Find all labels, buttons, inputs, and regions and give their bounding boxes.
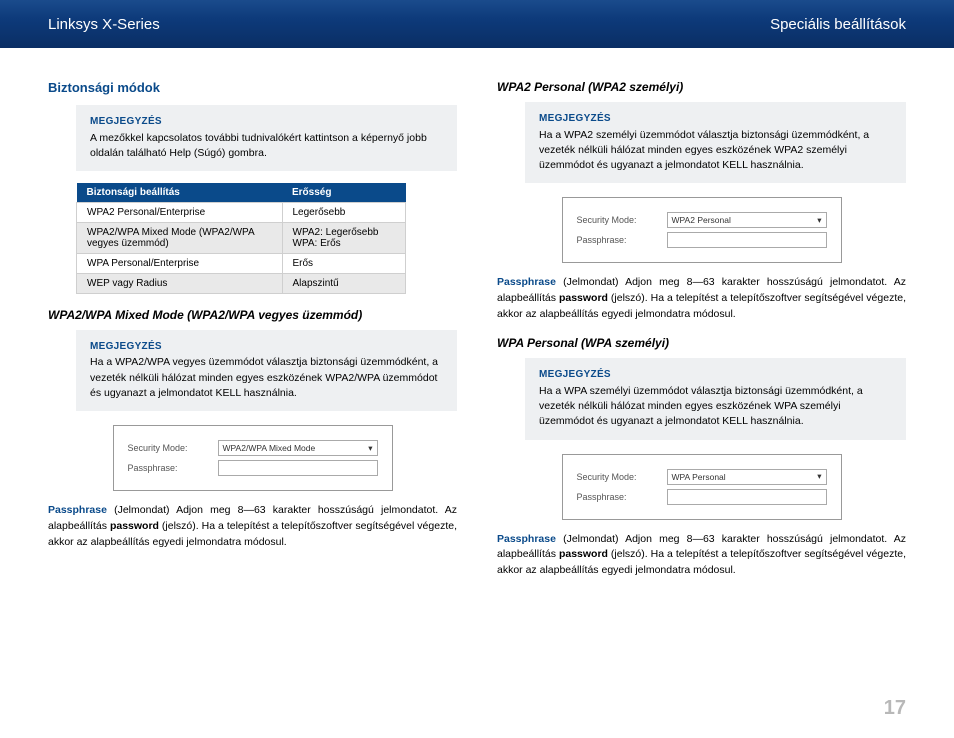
table-header-setting: Biztonsági beállítás [77, 183, 283, 203]
note-help: MEGJEGYZÉS A mezőkkel kapcsolatos tovább… [76, 105, 457, 171]
form-label-passphrase: Passphrase: [128, 463, 218, 473]
header-left: Linksys X-Series [48, 16, 160, 33]
content-area: Biztonsági módok MEGJEGYZÉS A mezőkkel k… [0, 48, 954, 607]
left-column: Biztonsági módok MEGJEGYZÉS A mezőkkel k… [48, 80, 457, 587]
passphrase-input[interactable] [667, 489, 827, 505]
right-column: WPA2 Personal (WPA2 személyi) MEGJEGYZÉS… [497, 80, 906, 587]
page-number: 17 [884, 697, 906, 720]
table-row: WPA2 Personal/Enterprise Legerősebb [77, 202, 406, 222]
form-mixed-mode: Security Mode: WPA2/WPA Mixed Mode ▾ Pas… [113, 425, 393, 491]
note-text: Ha a WPA2/WPA vegyes üzemmódot választja… [90, 356, 438, 398]
form-wpa2-personal: Security Mode: WPA2 Personal ▾ Passphras… [562, 197, 842, 263]
subheading-wpa2-personal: WPA2 Personal (WPA2 személyi) [497, 80, 906, 94]
chevron-down-icon: ▾ [817, 471, 821, 482]
form-label-passphrase: Passphrase: [577, 235, 667, 245]
security-table: Biztonsági beállítás Erősség WPA2 Person… [76, 183, 406, 294]
form-label-mode: Security Mode: [128, 443, 218, 453]
table-header-strength: Erősség [282, 183, 406, 203]
note-label: MEGJEGYZÉS [539, 368, 892, 383]
note-label: MEGJEGYZÉS [539, 112, 892, 127]
page-header: Linksys X-Series Speciális beállítások [0, 0, 954, 48]
paragraph-passphrase-wpa2: Passphrase (Jelmondat) Adjon meg 8—63 ka… [497, 275, 906, 322]
security-mode-dropdown[interactable]: WPA Personal ▾ [667, 469, 827, 485]
note-text: Ha a WPA2 személyi üzemmódot választja b… [539, 129, 869, 171]
table-row: WPA2/WPA Mixed Mode (WPA2/WPA vegyes üze… [77, 222, 406, 253]
form-wpa-personal: Security Mode: WPA Personal ▾ Passphrase… [562, 454, 842, 520]
note-label: MEGJEGYZÉS [90, 115, 443, 130]
note-text: A mezőkkel kapcsolatos további tudnivaló… [90, 132, 427, 159]
paragraph-passphrase-wpa: Passphrase (Jelmondat) Adjon meg 8—63 ka… [497, 532, 906, 579]
note-label: MEGJEGYZÉS [90, 340, 443, 355]
chevron-down-icon: ▾ [368, 443, 372, 454]
subheading-mixed-mode: WPA2/WPA Mixed Mode (WPA2/WPA vegyes üze… [48, 308, 457, 322]
note-text: Ha a WPA személyi üzemmódot választja bi… [539, 385, 863, 427]
subheading-wpa-personal: WPA Personal (WPA személyi) [497, 336, 906, 350]
paragraph-passphrase-mixed: Passphrase (Jelmondat) Adjon meg 8—63 ka… [48, 503, 457, 550]
passphrase-input[interactable] [667, 232, 827, 248]
form-label-mode: Security Mode: [577, 472, 667, 482]
note-wpa-personal: MEGJEGYZÉS Ha a WPA személyi üzemmódot v… [525, 358, 906, 439]
security-mode-dropdown[interactable]: WPA2/WPA Mixed Mode ▾ [218, 440, 378, 456]
form-label-mode: Security Mode: [577, 215, 667, 225]
security-mode-dropdown[interactable]: WPA2 Personal ▾ [667, 212, 827, 228]
section-heading-security-modes: Biztonsági módok [48, 80, 457, 95]
note-mixed-mode: MEGJEGYZÉS Ha a WPA2/WPA vegyes üzemmódo… [76, 330, 457, 411]
table-row: WPA Personal/Enterprise Erős [77, 253, 406, 273]
form-label-passphrase: Passphrase: [577, 492, 667, 502]
table-row: WEP vagy Radius Alapszintű [77, 273, 406, 293]
header-right: Speciális beállítások [770, 16, 906, 33]
note-wpa2-personal: MEGJEGYZÉS Ha a WPA2 személyi üzemmódot … [525, 102, 906, 183]
chevron-down-icon: ▾ [817, 215, 821, 226]
passphrase-input[interactable] [218, 460, 378, 476]
